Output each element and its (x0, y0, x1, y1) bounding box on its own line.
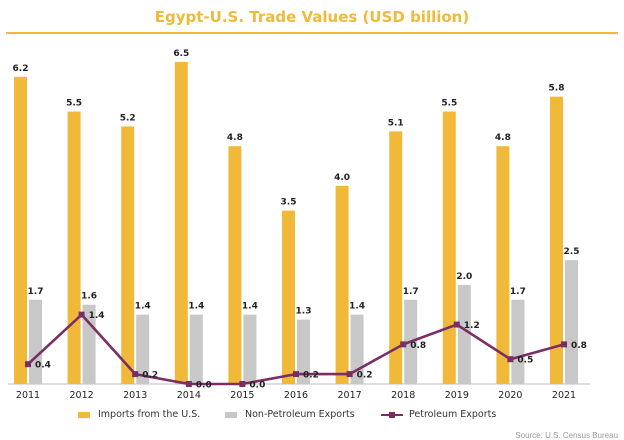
x-tick-2018: 2018 (391, 390, 415, 401)
point-petroleum-2015 (239, 381, 246, 387)
bar-imports-2020 (496, 146, 510, 384)
bar-non-petroleum-2012 (82, 304, 96, 384)
label-non-petroleum-2019: 2.0 (456, 272, 472, 282)
bar-imports-2011 (14, 76, 27, 384)
point-petroleum-2012 (78, 311, 85, 318)
label-petroleum-2013: 0.2 (142, 371, 158, 381)
label-non-petroleum-2011: 1.7 (28, 287, 44, 297)
label-imports-2012: 5.5 (66, 99, 82, 109)
bar-non-petroleum-2014 (189, 314, 203, 384)
label-petroleum-2017: 0.2 (357, 371, 373, 381)
bar-non-petroleum-2015 (243, 314, 257, 384)
label-imports-2015: 4.8 (227, 133, 243, 143)
legend-label-non-petroleum: Non-Petroleum Exports (245, 409, 355, 420)
label-imports-2019: 5.5 (441, 99, 457, 109)
label-imports-2011: 6.2 (13, 64, 29, 74)
point-petroleum-2019 (453, 321, 460, 328)
bar-non-petroleum-2020 (511, 299, 525, 384)
point-petroleum-2020 (507, 356, 514, 363)
label-petroleum-2018: 0.8 (410, 341, 426, 351)
label-petroleum-2012: 1.4 (89, 311, 105, 321)
label-non-petroleum-2014: 1.4 (188, 302, 204, 312)
point-petroleum-2021 (561, 341, 567, 348)
label-petroleum-2011: 0.4 (35, 361, 51, 371)
source-note: Source: U.S. Census Bureau (515, 431, 618, 440)
legend-swatch-petroleum (381, 411, 403, 418)
x-tick-2014: 2014 (177, 390, 201, 401)
label-non-petroleum-2021: 2.5 (564, 247, 580, 257)
x-tick-2019: 2019 (445, 390, 469, 401)
legend-swatch-imports (78, 411, 90, 418)
x-tick-2020: 2020 (498, 390, 522, 401)
legend-item-petroleum: Petroleum Exports (381, 409, 496, 420)
labels-layer: 6.2 1.7 2011 5.5 1.6 2012 5.2 1.4 2013 6.5 1.4 2014… (13, 49, 587, 401)
x-tick-2013: 2013 (123, 390, 147, 401)
x-tick-2012: 2012 (70, 390, 94, 401)
legend-item-non-petroleum: Non-Petroleum Exports (225, 409, 355, 420)
bars-layer (14, 62, 578, 385)
legend-item-imports: Imports from the U.S. (78, 409, 200, 420)
label-petroleum-2015: 0.0 (249, 381, 265, 391)
label-petroleum-2014: 0.0 (196, 381, 212, 391)
point-petroleum-2011 (25, 361, 31, 368)
label-petroleum-2020: 0.5 (517, 356, 533, 366)
chart-title: Egypt-U.S. Trade Values (USD billion) (154, 8, 470, 26)
title-rule (6, 32, 618, 34)
legend: Imports from the U.S. Non-Petroleum Expo… (0, 409, 624, 425)
label-imports-2020: 4.8 (495, 133, 511, 143)
x-tick-2021: 2021 (552, 390, 576, 401)
x-tick-2015: 2015 (230, 390, 254, 401)
bar-imports-2017 (335, 185, 349, 384)
bar-imports-2018 (389, 131, 403, 384)
label-petroleum-2016: 0.2 (303, 371, 319, 381)
label-non-petroleum-2018: 1.7 (403, 287, 419, 297)
label-non-petroleum-2020: 1.7 (510, 287, 526, 297)
legend-label-imports: Imports from the U.S. (98, 409, 201, 420)
bar-non-petroleum-2011 (29, 299, 42, 384)
bar-non-petroleum-2013 (136, 314, 150, 384)
x-tick-2011: 2011 (16, 390, 40, 401)
label-imports-2013: 5.2 (120, 113, 136, 123)
point-petroleum-2017 (346, 371, 353, 378)
label-non-petroleum-2012: 1.6 (81, 292, 97, 302)
bar-imports-2013 (121, 126, 135, 385)
bar-imports-2019 (442, 111, 456, 385)
label-imports-2017: 4.0 (334, 173, 350, 183)
bar-imports-2015 (228, 146, 242, 384)
label-imports-2018: 5.1 (388, 118, 404, 128)
point-petroleum-2016 (293, 371, 299, 378)
x-tick-2016: 2016 (284, 390, 308, 401)
bar-imports-2012 (67, 111, 81, 385)
x-tick-2017: 2017 (338, 390, 362, 401)
legend-label-petroleum: Petroleum Exports (409, 409, 497, 420)
label-petroleum-2019: 1.2 (464, 321, 480, 331)
point-petroleum-2013 (132, 371, 139, 378)
bar-imports-2016 (282, 210, 295, 384)
bar-imports-2021 (550, 96, 563, 384)
bar-non-petroleum-2019 (457, 284, 471, 384)
label-imports-2016: 3.5 (281, 198, 297, 208)
legend-swatch-non-petroleum (225, 411, 237, 418)
label-petroleum-2021: 0.8 (571, 341, 587, 351)
point-petroleum-2018 (400, 341, 407, 348)
bar-non-petroleum-2021 (565, 260, 578, 384)
line-layer (25, 311, 567, 387)
point-petroleum-2014 (185, 381, 192, 387)
label-non-petroleum-2015: 1.4 (242, 302, 258, 312)
bar-imports-2014 (174, 62, 188, 384)
bar-non-petroleum-2016 (297, 319, 310, 384)
label-imports-2021: 5.8 (549, 84, 565, 94)
label-non-petroleum-2013: 1.4 (135, 302, 151, 312)
label-non-petroleum-2017: 1.4 (349, 302, 365, 312)
label-imports-2014: 6.5 (173, 49, 189, 59)
label-non-petroleum-2016: 1.3 (296, 307, 312, 317)
